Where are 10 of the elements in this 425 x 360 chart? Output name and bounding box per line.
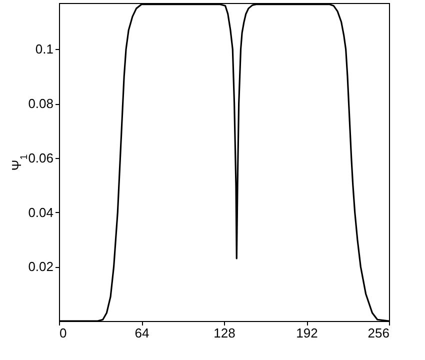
y-tick-label: 0.04 (28, 204, 54, 220)
y-tick-label: 0.02 (28, 259, 54, 274)
y-tick-label: 0.08 (28, 96, 54, 112)
x-tick-label: 0 (60, 326, 67, 340)
y-tick-label: 0.1 (35, 42, 54, 57)
x-tick-label: 256 (368, 326, 390, 340)
x-tick-label: 128 (214, 326, 236, 340)
x-tick-label: 192 (296, 326, 318, 340)
x-tick-label: 64 (134, 326, 150, 340)
y-tick-label: 0.06 (28, 150, 54, 166)
